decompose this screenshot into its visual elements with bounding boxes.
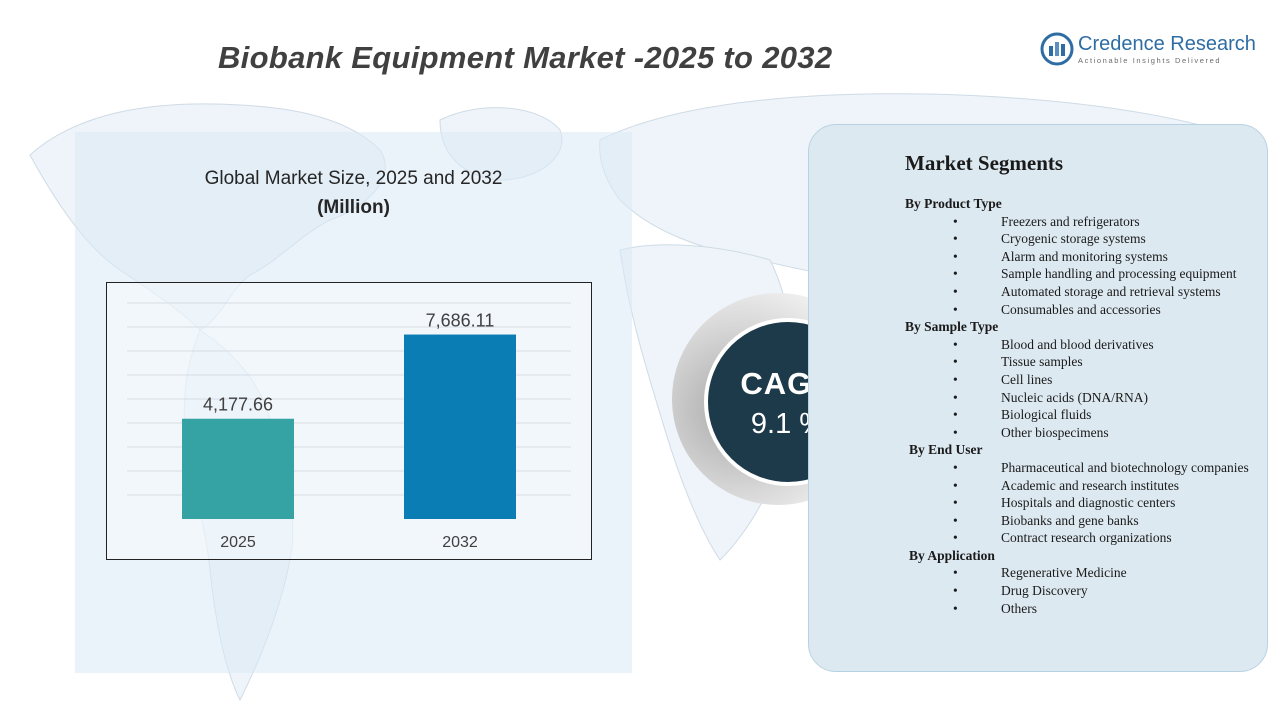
segment-group-heading: By Product Type xyxy=(905,196,1002,211)
segment-item-label: Biobanks and gene banks xyxy=(1001,512,1139,528)
bullet-icon: • xyxy=(953,301,958,317)
bar-chart-svg: 4,177.66 2025 7,686.11 2032 xyxy=(127,302,571,551)
bullet-icon: • xyxy=(953,530,958,546)
segment-item-label: Tissue samples xyxy=(1001,354,1083,370)
chart-unit: (Million) xyxy=(317,197,390,218)
bullet-icon: • xyxy=(953,248,958,264)
segment-item-label: Sample handling and processing equipment xyxy=(1001,266,1237,282)
bullet-icon: • xyxy=(953,512,958,528)
segment-item-label: Consumables and accessories xyxy=(1001,301,1161,317)
bullet-icon: • xyxy=(953,283,958,299)
segment-item-label: Cryogenic storage systems xyxy=(1001,231,1146,247)
segment-item-label: Drug Discovery xyxy=(1001,583,1088,599)
segment-item: • Blood and blood derivatives xyxy=(905,336,1265,354)
segment-item-label: Alarm and monitoring systems xyxy=(1001,248,1168,264)
segment-item: • Academic and research institutes xyxy=(905,477,1265,495)
bullet-icon: • xyxy=(953,477,958,493)
x-tick-label-2025: 2025 xyxy=(220,534,256,551)
segment-item: • Cryogenic storage systems xyxy=(905,230,1265,248)
segment-item: • Alarm and monitoring systems xyxy=(905,248,1265,266)
bullet-icon: • xyxy=(953,213,958,229)
segment-item-label: Others xyxy=(1001,600,1037,616)
bullet-icon: • xyxy=(953,424,958,440)
segment-item-label: Hospitals and diagnostic centers xyxy=(1001,495,1176,511)
x-tick-label-2032: 2032 xyxy=(442,534,478,551)
bar-2025 xyxy=(182,418,294,519)
segment-item: • Other biospecimens xyxy=(905,424,1265,442)
bullet-icon: • xyxy=(953,495,958,511)
segment-item: • Hospitals and diagnostic centers xyxy=(905,494,1265,512)
bullet-icon: • xyxy=(953,371,958,387)
logo: Credence Research Actionable Insights De… xyxy=(1040,30,1260,70)
segment-item: • Biological fluids xyxy=(905,406,1265,424)
data-label-2025: 4,177.66 xyxy=(203,395,273,415)
segment-item: • Regenerative Medicine xyxy=(905,564,1265,582)
segment-item: • Sample handling and processing equipmen… xyxy=(905,265,1265,283)
bullet-icon: • xyxy=(953,354,958,370)
segment-item: • Drug Discovery xyxy=(905,582,1265,600)
segment-item-label: Blood and blood derivatives xyxy=(1001,336,1154,352)
data-label-2032: 7,686.11 xyxy=(426,311,495,331)
logo-tagline: Actionable Insights Delivered xyxy=(1078,56,1222,65)
segment-item: • Cell lines xyxy=(905,371,1265,389)
segment-group-heading: By End User xyxy=(909,442,983,458)
credence-logo-icon xyxy=(1040,32,1074,66)
segment-item-label: Regenerative Medicine xyxy=(1001,565,1127,581)
bullet-icon: • xyxy=(953,231,958,247)
segment-group-heading: By Sample Type xyxy=(905,319,999,335)
bullet-icon: • xyxy=(953,266,958,282)
bullet-icon: • xyxy=(953,565,958,581)
segments-title: Market Segments xyxy=(905,151,1064,175)
segment-item: • Freezers and refrigerators xyxy=(905,213,1265,231)
segment-item-label: Biological fluids xyxy=(1001,407,1092,423)
segment-item: • Pharmaceutical and biotechnology compan… xyxy=(905,459,1265,477)
bullet-icon: • xyxy=(953,336,958,352)
segment-item-label: Cell lines xyxy=(1001,371,1053,387)
segment-item: • Nucleic acids (DNA/RNA) xyxy=(905,389,1265,407)
segment-item: • Contract research organizations xyxy=(905,529,1265,547)
segments-list: By Product Type • Freezers and refrigerato… xyxy=(905,195,1265,617)
chart-panel xyxy=(75,132,632,673)
page-title: Biobank Equipment Market -2025 to 2032 xyxy=(218,40,833,75)
segment-item: • Automated storage and retrieval systems xyxy=(905,283,1265,301)
segment-group-heading: By Application xyxy=(909,547,995,563)
logo-name: Credence Research xyxy=(1078,33,1256,55)
segment-item: • Tissue samples xyxy=(905,353,1265,371)
segment-item-label: Freezers and refrigerators xyxy=(1001,213,1140,229)
segment-item-label: Contract research organizations xyxy=(1001,530,1172,546)
bullet-icon: • xyxy=(953,407,958,423)
segment-item-label: Automated storage and retrieval systems xyxy=(1001,283,1221,299)
segment-item: • Consumables and accessories xyxy=(905,301,1265,319)
bullet-icon: • xyxy=(953,600,958,616)
chart-title: Global Market Size, 2025 and 2032 xyxy=(204,168,503,189)
bullet-icon: • xyxy=(953,459,958,475)
segment-item-label: Pharmaceutical and biotechnology compani… xyxy=(1001,459,1249,475)
bullet-icon: • xyxy=(953,389,958,405)
segment-item: • Biobanks and gene banks xyxy=(905,512,1265,530)
segment-item-label: Nucleic acids (DNA/RNA) xyxy=(1001,389,1148,405)
segments-panel xyxy=(808,124,1268,672)
bar-chart: 4,177.66 2025 7,686.11 2032 xyxy=(106,282,592,560)
segment-item: • Others xyxy=(905,600,1265,618)
bar-2032 xyxy=(404,334,516,519)
segment-item-label: Academic and research institutes xyxy=(1001,477,1180,493)
segment-item-label: Other biospecimens xyxy=(1001,424,1109,440)
bullet-icon: • xyxy=(953,583,958,599)
